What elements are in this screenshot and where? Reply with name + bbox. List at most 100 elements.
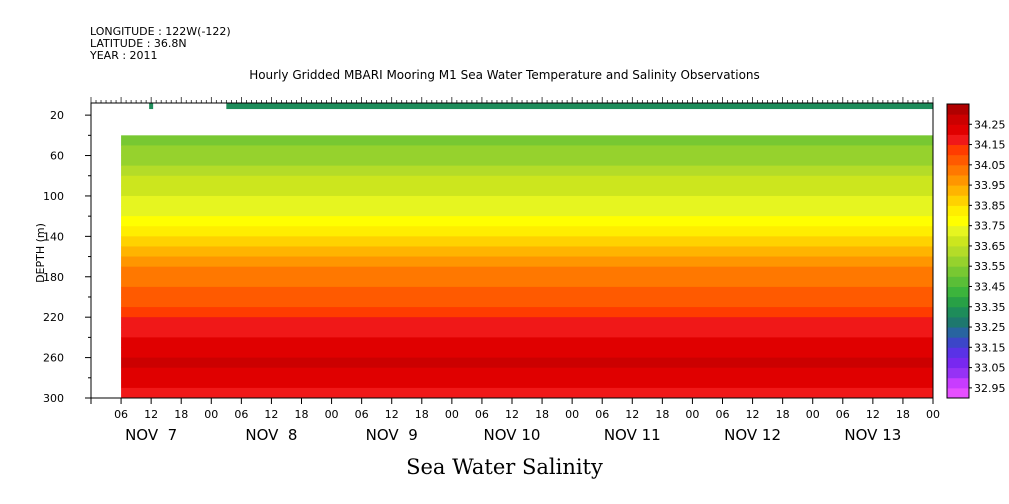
salinity-band xyxy=(121,307,934,318)
salinity-band xyxy=(121,357,934,369)
x-hour-label: 06 xyxy=(114,408,128,421)
x-day-label: NOV 13 xyxy=(844,426,901,444)
colorbar-swatch xyxy=(947,195,969,206)
colorbar-swatch xyxy=(947,144,969,156)
colorbar-label: 33.65 xyxy=(974,240,1006,253)
salinity-band xyxy=(121,165,934,177)
header-latitude: LATITUDE : 36.8N xyxy=(90,37,187,50)
colorbar-swatch xyxy=(947,124,969,135)
x-hour-label: 12 xyxy=(746,408,760,421)
x-hour-label: 00 xyxy=(325,408,339,421)
salinity-band xyxy=(121,317,934,328)
y-tick-label: 260 xyxy=(43,352,64,365)
colorbar-swatch xyxy=(947,245,969,257)
y-tick-label: 100 xyxy=(43,190,64,203)
salinity-band xyxy=(121,337,934,348)
x-hour-label: 00 xyxy=(685,408,699,421)
colorbar-swatch xyxy=(947,377,969,389)
colorbar-swatch xyxy=(947,164,969,176)
salinity-band xyxy=(121,135,934,146)
colorbar-label: 34.25 xyxy=(974,118,1006,131)
salinity-band xyxy=(121,377,934,389)
x-day-label: NOV 9 xyxy=(366,426,418,444)
y-axis-label: DEPTH (m) xyxy=(34,223,47,283)
salinity-band xyxy=(121,367,934,379)
x-hour-label: 12 xyxy=(505,408,519,421)
colorbar-swatch xyxy=(947,327,969,338)
colorbar-swatch xyxy=(947,276,969,287)
x-hour-label: 18 xyxy=(535,408,549,421)
x-hour-label: 18 xyxy=(896,408,910,421)
y-tick-label: 220 xyxy=(43,311,64,324)
colorbar-swatch xyxy=(947,225,969,237)
salinity-band xyxy=(121,185,934,197)
x-hour-label: 18 xyxy=(776,408,790,421)
salinity-band xyxy=(121,216,934,227)
colorbar-swatch xyxy=(947,256,969,267)
heatmap-field xyxy=(121,103,934,399)
salinity-band xyxy=(121,155,934,167)
colorbar: 34.25 34.15 34.05 33.95 33.85 33.75 33.65 33.55… xyxy=(946,103,1006,399)
x-day-label: NOV 7 xyxy=(125,426,177,444)
colorbar-label: 33.45 xyxy=(974,280,1006,293)
salinity-band xyxy=(121,246,934,258)
header-longitude: LONGITUDE : 122W(-122) xyxy=(90,25,231,38)
x-hour-label: 06 xyxy=(234,408,248,421)
salinity-band xyxy=(121,347,934,359)
y-tick-label: 140 xyxy=(43,230,64,243)
x-hour-label: 00 xyxy=(565,408,579,421)
x-hour-label: 06 xyxy=(595,408,609,421)
y-tick-label: 20 xyxy=(50,109,64,122)
colorbar-label: 33.05 xyxy=(974,362,1006,375)
header-year: YEAR : 2011 xyxy=(90,49,158,62)
surface-salinity-strip xyxy=(226,103,934,110)
chart-title: Hourly Gridded MBARI Mooring M1 Sea Wate… xyxy=(249,68,760,82)
colorbar-swatch xyxy=(947,286,969,298)
colorbar-label: 33.85 xyxy=(974,199,1006,212)
colorbar-swatch xyxy=(947,185,969,196)
colorbar-label: 32.95 xyxy=(974,382,1006,395)
salinity-band xyxy=(121,206,934,217)
surface-salinity-blip xyxy=(149,103,154,110)
x-hour-label: 18 xyxy=(655,408,669,421)
x-hour-label: 00 xyxy=(445,408,459,421)
colorbar-swatch xyxy=(947,266,969,277)
salinity-band xyxy=(121,296,934,308)
colorbar-label: 33.55 xyxy=(974,260,1006,273)
plot-axes: 20 60 100 140 180 220 260 300 06 12 18 00 06 12 18 00 06… xyxy=(43,97,940,444)
colorbar-swatch xyxy=(947,205,969,217)
y-tick-label: 300 xyxy=(43,392,64,405)
colorbar-frame xyxy=(946,103,970,399)
x-hour-label: 12 xyxy=(385,408,399,421)
x-hour-label: 12 xyxy=(264,408,278,421)
x-day-label: NOV 8 xyxy=(245,426,297,444)
salinity-band xyxy=(121,327,934,338)
x-hour-label: 00 xyxy=(926,408,940,421)
x-hour-label: 00 xyxy=(806,408,820,421)
colorbar-swatch xyxy=(947,215,969,227)
x-hour-label: 06 xyxy=(716,408,730,421)
salinity-band xyxy=(121,276,934,288)
x-hour-label: 12 xyxy=(866,408,880,421)
colorbar-swatch xyxy=(947,306,969,318)
colorbar-swatch xyxy=(947,357,969,369)
x-day-label: NOV 10 xyxy=(484,426,541,444)
colorbar-swatch xyxy=(947,296,969,308)
colorbar-swatch xyxy=(947,104,969,115)
colorbar-swatch xyxy=(947,316,969,328)
x-hour-label: 06 xyxy=(355,408,369,421)
colorbar-swatch xyxy=(947,134,969,146)
x-hour-label: 12 xyxy=(144,408,158,421)
colorbar-swatch xyxy=(947,337,969,348)
salinity-band xyxy=(121,236,934,247)
y-tick-label: 180 xyxy=(43,271,64,284)
salinity-band xyxy=(121,387,934,399)
colorbar-swatch xyxy=(947,154,969,166)
colorbar-label: 33.25 xyxy=(974,321,1006,334)
x-hour-label: 00 xyxy=(204,408,218,421)
y-tick-label: 60 xyxy=(50,150,64,163)
salinity-band xyxy=(121,256,934,268)
x-day-label: NOV 12 xyxy=(724,426,781,444)
colorbar-label: 33.95 xyxy=(974,179,1006,192)
